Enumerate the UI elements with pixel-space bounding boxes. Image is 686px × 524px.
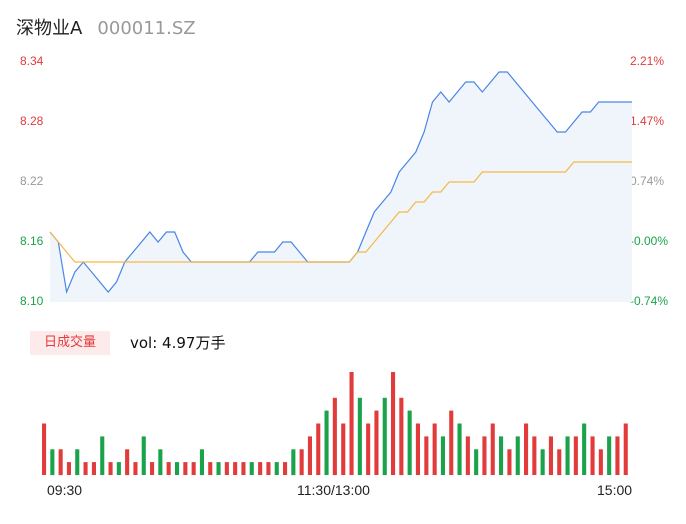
price-tick: 8.10 xyxy=(20,294,44,308)
volume-bar xyxy=(440,436,445,475)
volume-bar xyxy=(158,449,163,476)
time-tick: 15:00 xyxy=(597,482,633,498)
volume-bar xyxy=(150,462,155,475)
volume-bar xyxy=(258,462,263,475)
price-tick: 8.16 xyxy=(20,234,44,248)
stock-header: 深物业A 000011.SZ xyxy=(16,14,196,39)
volume-bar xyxy=(125,449,130,476)
volume-bar xyxy=(357,397,362,476)
volume-bar xyxy=(524,423,529,475)
stock-name: 深物业A xyxy=(16,18,83,39)
volume-bar xyxy=(216,462,221,475)
volume-bar xyxy=(175,462,180,475)
volume-bar xyxy=(515,436,520,475)
volume-bar xyxy=(191,462,196,475)
volume-bars xyxy=(42,372,628,476)
average-price-line xyxy=(49,161,632,263)
volume-bar xyxy=(565,436,570,475)
price-area xyxy=(50,72,632,302)
volume-bar xyxy=(324,410,329,475)
volume-bar xyxy=(341,423,346,475)
volume-bar xyxy=(332,397,337,476)
volume-bar xyxy=(183,462,188,475)
price-tick: 8.22 xyxy=(20,174,44,188)
volume-bar xyxy=(557,449,562,476)
volume-bar xyxy=(241,462,246,475)
volume-bar xyxy=(50,449,55,476)
volume-value: vol: 4.97万手 xyxy=(130,334,226,352)
volume-bar xyxy=(482,436,487,475)
pct-tick: 0.74% xyxy=(630,174,665,188)
volume-bar xyxy=(399,397,404,476)
price-tick: 8.28 xyxy=(20,114,44,128)
volume-bar xyxy=(615,436,620,475)
volume-bar xyxy=(224,462,229,475)
volume-bar xyxy=(66,462,71,475)
volume-bar xyxy=(540,449,545,476)
volume-bar xyxy=(490,423,495,475)
volume-bar xyxy=(415,423,420,475)
volume-bar xyxy=(42,423,47,475)
volume-bar xyxy=(432,423,437,475)
volume-bar xyxy=(266,462,271,475)
volume-bar xyxy=(199,449,204,476)
volume-bar xyxy=(141,436,146,475)
volume-bar xyxy=(307,436,312,475)
volume-bar xyxy=(499,436,504,475)
volume-bar xyxy=(532,436,537,475)
volume-bar xyxy=(116,462,121,475)
volume-bar xyxy=(623,423,628,475)
volume-badge[interactable]: 日成交量 xyxy=(30,331,110,355)
pct-tick: 2.21% xyxy=(630,54,665,68)
time-tick: 09:30 xyxy=(47,482,83,498)
pct-tick: -0.00% xyxy=(630,234,669,248)
volume-bar xyxy=(374,410,379,475)
volume-bar xyxy=(391,372,396,475)
volume-bar xyxy=(316,423,321,475)
volume-bar xyxy=(208,462,213,475)
volume-bar xyxy=(590,436,595,475)
volume-bar xyxy=(91,462,96,475)
volume-bar xyxy=(449,410,454,475)
volume-bar xyxy=(366,423,371,475)
volume-bar xyxy=(407,410,412,475)
volume-bar xyxy=(548,436,553,475)
volume-bar xyxy=(283,462,288,475)
volume-bar xyxy=(274,462,279,475)
volume-bar xyxy=(424,436,429,475)
time-tick: 11:30/13:00 xyxy=(297,482,370,498)
price-tick: 8.34 xyxy=(20,54,44,68)
volume-bar xyxy=(457,423,462,475)
pct-tick: -0.74% xyxy=(630,294,669,308)
volume-bar xyxy=(75,449,80,476)
volume-bar xyxy=(573,436,578,475)
volume-bar xyxy=(58,449,63,476)
volume-bar xyxy=(507,449,512,476)
volume-bar xyxy=(291,449,296,476)
volume-bar xyxy=(607,436,612,475)
stock-code: 000011.SZ xyxy=(97,18,196,39)
volume-bar xyxy=(598,449,603,476)
volume-bar xyxy=(382,397,387,476)
volume-bar xyxy=(133,462,138,475)
price-area-fill xyxy=(50,72,632,302)
volume-bar xyxy=(100,436,105,475)
volume-bar xyxy=(233,462,238,475)
volume-bar xyxy=(474,449,479,476)
volume-bar xyxy=(349,372,354,475)
volume-bar xyxy=(582,423,587,475)
price-lines xyxy=(49,71,632,295)
volume-bar xyxy=(108,462,113,475)
volume-bar xyxy=(465,436,470,475)
volume-bar xyxy=(249,462,254,475)
volume-bar xyxy=(166,462,171,475)
volume-bar xyxy=(83,462,88,475)
pct-tick: 1.47% xyxy=(630,114,665,128)
volume-bar xyxy=(299,449,304,476)
